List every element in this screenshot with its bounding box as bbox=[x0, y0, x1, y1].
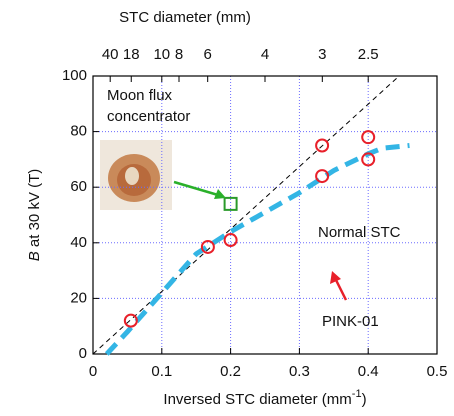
arrow-head bbox=[330, 271, 341, 284]
y-tick-label: 80 bbox=[70, 123, 87, 140]
annotation: PINK-01 bbox=[322, 313, 379, 330]
top-tick-label: 2.5 bbox=[358, 46, 379, 63]
y-tick-label: 60 bbox=[70, 178, 87, 195]
x-axis-title-close: ) bbox=[362, 391, 367, 408]
x-tick-label: 0.4 bbox=[358, 363, 379, 380]
y-axis-title: B at 30 kV (T) bbox=[26, 169, 43, 262]
top-tick-label: 10 bbox=[153, 46, 170, 63]
top-tick-label: 18 bbox=[123, 46, 140, 63]
x-axis-title-sup: -1 bbox=[352, 388, 362, 400]
x-axis-title-text: Inversed STC diameter (mm bbox=[163, 391, 351, 408]
data-point bbox=[125, 315, 137, 327]
x-tick-label: 0.2 bbox=[220, 363, 241, 380]
top-tick-label: 3 bbox=[318, 46, 326, 63]
y-tick-label: 0 bbox=[79, 345, 87, 362]
photo bbox=[100, 140, 172, 210]
x-tick-label: 0.3 bbox=[289, 363, 310, 380]
x-axis-title: Inversed STC diameter (mm-1) bbox=[163, 388, 366, 408]
y-tick-label: 20 bbox=[70, 289, 87, 306]
y-tick-label: 40 bbox=[70, 234, 87, 251]
annotation: Normal STC bbox=[318, 224, 401, 241]
top-tick-label: 6 bbox=[204, 46, 212, 63]
y-tick-label: 100 bbox=[62, 67, 87, 84]
top-tick-label: 4 bbox=[261, 46, 269, 63]
chart: STC diameter (mm) Inversed STC diameter … bbox=[0, 0, 454, 411]
x-tick-label: 0.5 bbox=[427, 363, 448, 380]
data-point bbox=[362, 131, 374, 143]
top-tick-label: 40 bbox=[102, 46, 119, 63]
x-tick-label: 0 bbox=[89, 363, 97, 380]
data-point bbox=[316, 170, 328, 182]
annotation: concentrator bbox=[107, 108, 190, 125]
y-axis-title-symbol: B bbox=[26, 251, 43, 261]
x-tick-label: 0.1 bbox=[151, 363, 172, 380]
top-axis-title: STC diameter (mm) bbox=[119, 9, 251, 26]
arrow bbox=[174, 182, 218, 195]
annotation: Moon flux bbox=[107, 87, 173, 104]
y-axis-title-text: at 30 kV (T) bbox=[26, 169, 43, 252]
arrow bbox=[336, 280, 346, 300]
top-tick-label: 8 bbox=[175, 46, 183, 63]
